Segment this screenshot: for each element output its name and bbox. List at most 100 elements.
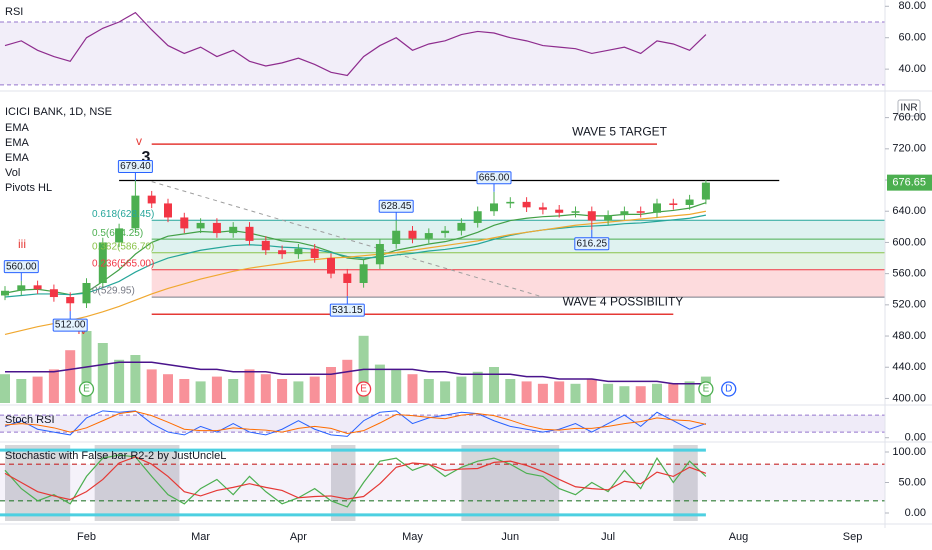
x-tick-label: May <box>402 531 423 543</box>
candle-body <box>490 203 498 212</box>
volume-bar <box>407 374 418 403</box>
event-marker-label: E <box>83 384 90 395</box>
volume-bar <box>211 376 222 403</box>
candle-body <box>131 195 140 229</box>
candle-body <box>1 290 9 296</box>
volume-bar <box>374 364 385 403</box>
volume-bar <box>32 376 43 403</box>
candle-body <box>375 243 384 265</box>
volume-bar <box>16 379 27 403</box>
event-marker-label: E <box>703 384 710 395</box>
volume-bar <box>0 374 10 403</box>
volume-bar <box>293 381 304 403</box>
band <box>0 22 885 85</box>
candle-body <box>636 211 645 213</box>
annotation-layer: v 3 iii iv RSI0.618(628.45)0.5(604.25)0.… <box>3 6 737 462</box>
candle-body <box>685 199 694 205</box>
candle-body <box>212 222 221 234</box>
candle-body <box>180 217 189 229</box>
candle-body <box>17 285 26 291</box>
volume-ma <box>5 361 706 385</box>
candle-body <box>343 273 352 283</box>
candle-body <box>294 248 303 255</box>
currency-box <box>897 99 921 117</box>
fib-label: 0.618(628.45) <box>92 209 154 220</box>
y-tick-label: 0.00 <box>905 507 926 519</box>
legend-entry: Vol <box>5 167 20 179</box>
volume-bar <box>570 383 581 403</box>
y-tick-label: 440.00 <box>892 361 926 373</box>
volume-bar <box>48 369 59 403</box>
level-label: WAVE 4 POSSIBILITY <box>563 294 684 308</box>
fib-zone <box>151 269 885 298</box>
volume-bar <box>260 374 271 403</box>
candle-body <box>538 207 547 210</box>
callout-box <box>574 237 610 251</box>
currency: INR <box>900 103 917 114</box>
volume-bar <box>684 381 695 403</box>
y-tick-label: 480.00 <box>892 330 926 342</box>
candle-body <box>245 226 254 241</box>
background-layer <box>0 21 885 521</box>
candle-body <box>147 195 156 204</box>
y-tick-label: 720.00 <box>892 143 926 155</box>
callout-label: 531.15 <box>332 305 363 316</box>
candle-body <box>359 264 368 283</box>
volume-bar <box>179 379 190 403</box>
candle-body <box>392 230 401 244</box>
wave-label: v <box>136 134 142 148</box>
x-tick-label: Jul <box>601 531 615 543</box>
volume-bar <box>537 383 548 403</box>
volume-bar <box>163 374 173 403</box>
volume-bar <box>586 379 597 403</box>
candle-body <box>587 211 596 221</box>
volume-bar <box>114 359 125 403</box>
volume-bar <box>423 379 434 403</box>
volume-bar <box>554 381 565 403</box>
callout-box <box>378 199 414 213</box>
false-bar-shade <box>673 445 698 521</box>
volume-bar <box>146 369 157 403</box>
ema-line <box>4 214 707 298</box>
volume-bar <box>391 369 402 403</box>
y-tick-label: 40.00 <box>898 63 926 75</box>
candle-body <box>115 228 124 243</box>
candle-body <box>441 230 450 234</box>
volume-bar <box>130 355 141 403</box>
callout-label: 616.25 <box>577 238 608 249</box>
volume-bar <box>440 381 451 403</box>
event-marker <box>78 381 95 397</box>
callout-box <box>117 159 153 173</box>
callout-box <box>329 303 365 317</box>
candle-body <box>82 282 91 304</box>
stoch-rsi-line <box>4 410 707 435</box>
candle-body <box>164 203 172 218</box>
candle-body <box>196 222 205 229</box>
last-price-label: 676.65 <box>892 177 926 189</box>
legend-entry: EMA <box>5 152 30 164</box>
stochastic-line <box>4 454 707 508</box>
event-marker <box>721 381 737 397</box>
callout-label: 628.45 <box>381 201 412 212</box>
volume-bar <box>65 350 76 403</box>
volume-bar <box>244 369 255 403</box>
volume-bar <box>228 379 239 403</box>
volume-bar <box>326 367 336 403</box>
candle-body <box>229 226 238 234</box>
x-tick-label: Apr <box>290 531 307 543</box>
event-marker <box>698 381 714 397</box>
y-tick-label: 100.00 <box>892 446 926 458</box>
y-tick-label: 400.00 <box>892 392 926 404</box>
event-marker-label: E <box>360 384 367 395</box>
y-tick-label: 0.00 <box>905 432 926 444</box>
trend-line <box>151 181 544 298</box>
level-label: WAVE 5 TARGET <box>572 124 668 138</box>
volume-bar <box>505 379 516 403</box>
y-tick-label: 50.00 <box>898 476 926 488</box>
callout-label: 665.00 <box>479 172 510 183</box>
marks-layer <box>0 11 711 508</box>
volume-bar <box>97 343 108 403</box>
x-tick-label: Aug <box>729 531 749 543</box>
